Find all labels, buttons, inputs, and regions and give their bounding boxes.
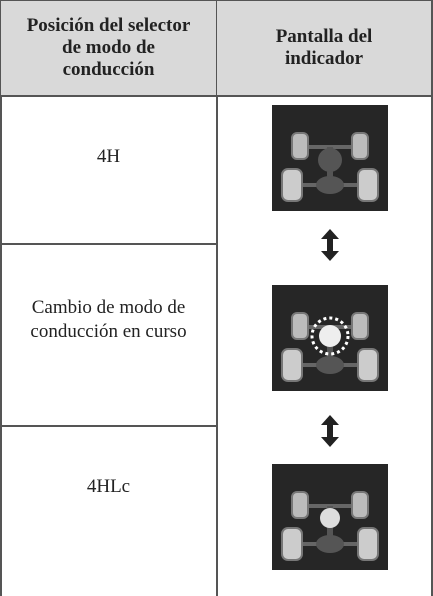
row-label: 4HLc bbox=[1, 427, 216, 547]
header-cell: Posición del selector de modo de conducc… bbox=[1, 1, 216, 95]
header-cell: Pantalla del indicador bbox=[217, 1, 431, 95]
arrow bbox=[321, 415, 339, 447]
row-label: Cambio de modo de conducción en curso bbox=[1, 245, 216, 395]
border bbox=[0, 243, 217, 245]
row-text: 4H bbox=[96, 146, 121, 167]
center-diff bbox=[320, 508, 340, 528]
row-text: Cambio de modo de conducción en curso bbox=[30, 297, 187, 342]
border bbox=[431, 0, 433, 596]
border bbox=[0, 0, 2, 596]
blink-burst bbox=[310, 316, 350, 356]
center-diff bbox=[319, 325, 341, 347]
border bbox=[216, 0, 218, 596]
header-text: Pantalla del indicador bbox=[275, 26, 373, 69]
border bbox=[0, 425, 217, 427]
arrow bbox=[321, 229, 339, 261]
center-diff bbox=[318, 148, 342, 172]
row-label: 4H bbox=[1, 97, 216, 217]
row-text: 4HLc bbox=[86, 476, 131, 497]
header-text: Posición del selector de modo de conducc… bbox=[26, 15, 191, 80]
